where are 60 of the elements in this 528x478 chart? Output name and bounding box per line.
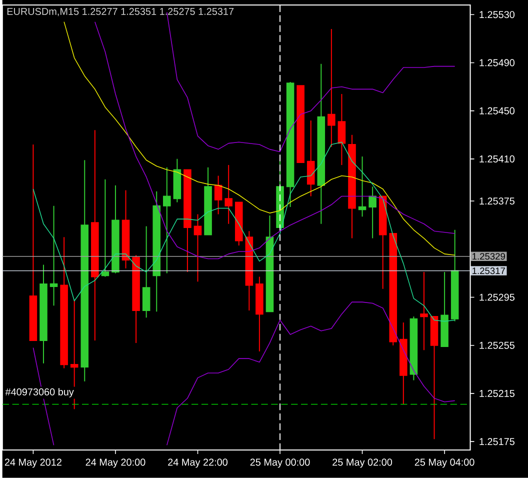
line-series (32, 142, 456, 322)
ref-line-label: 1.25317 (472, 268, 505, 274)
candlestick (420, 272, 428, 351)
candlestick (296, 85, 304, 164)
y-tick-label: 1.25175 (480, 438, 514, 446)
x-tick-label: 24 May 2012 (4, 458, 62, 468)
candlestick (163, 166, 171, 274)
candlestick (328, 28, 336, 148)
candlestick (91, 130, 99, 342)
candlestick (368, 186, 376, 239)
candlestick (204, 166, 212, 236)
candlestick (338, 94, 346, 166)
candlestick (214, 175, 222, 215)
y-tick-label: 1.25530 (480, 11, 515, 18)
candlestick (410, 316, 418, 381)
candlestick (60, 236, 68, 369)
x-tick-label: 25 May 00:00 (250, 458, 310, 468)
candlestick (440, 272, 448, 348)
candlestick (101, 178, 110, 278)
candlestick (256, 276, 264, 352)
x-tick-label: 25 May 02:00 (332, 458, 392, 468)
candlestick (245, 230, 254, 312)
y-tick-label: 1.25410 (480, 155, 515, 163)
candlestick (152, 190, 161, 312)
candlestick (306, 120, 315, 197)
candlestick (40, 264, 48, 364)
y-tick-label: 1.25215 (480, 390, 514, 398)
candlestick (132, 254, 140, 344)
y-tick-label: 1.25490 (480, 59, 515, 66)
chart-title: EURUSDm,M15 1.25277 1.25351 1.25275 1.25317 (7, 8, 234, 16)
candlestick (400, 322, 408, 405)
candlestick (348, 134, 356, 239)
candlestick (286, 82, 294, 208)
y-tick-label: 1.25450 (480, 107, 515, 114)
candlestick (29, 144, 38, 342)
candlestick (112, 184, 120, 274)
candlestick (80, 160, 89, 382)
y-tick-label: 1.25295 (480, 294, 514, 301)
candlestick (50, 205, 58, 306)
candlestick (194, 214, 202, 282)
y-tick-label: 1.25375 (480, 198, 514, 205)
candlestick (234, 202, 243, 246)
candlestick (430, 316, 438, 440)
x-tick-label: 25 May 04:00 (414, 458, 474, 468)
candlestick (184, 169, 192, 273)
candlestick (378, 196, 387, 290)
x-tick-label: 24 May 22:00 (168, 458, 228, 468)
candlestick (450, 229, 459, 322)
ref-line-label: 1.25329 (472, 253, 505, 260)
candlestick (317, 63, 326, 224)
candlestick (358, 156, 366, 218)
candlestick (142, 226, 150, 318)
y-tick-label: 1.25255 (480, 342, 514, 349)
candlestick (266, 215, 274, 312)
candlestick (173, 158, 182, 203)
candlestick (224, 164, 232, 224)
ref-line-label: #40973060 buy (5, 388, 74, 398)
x-tick-label: 24 May 20:00 (86, 458, 146, 468)
candlestick (389, 233, 398, 346)
candlestick (122, 190, 130, 269)
